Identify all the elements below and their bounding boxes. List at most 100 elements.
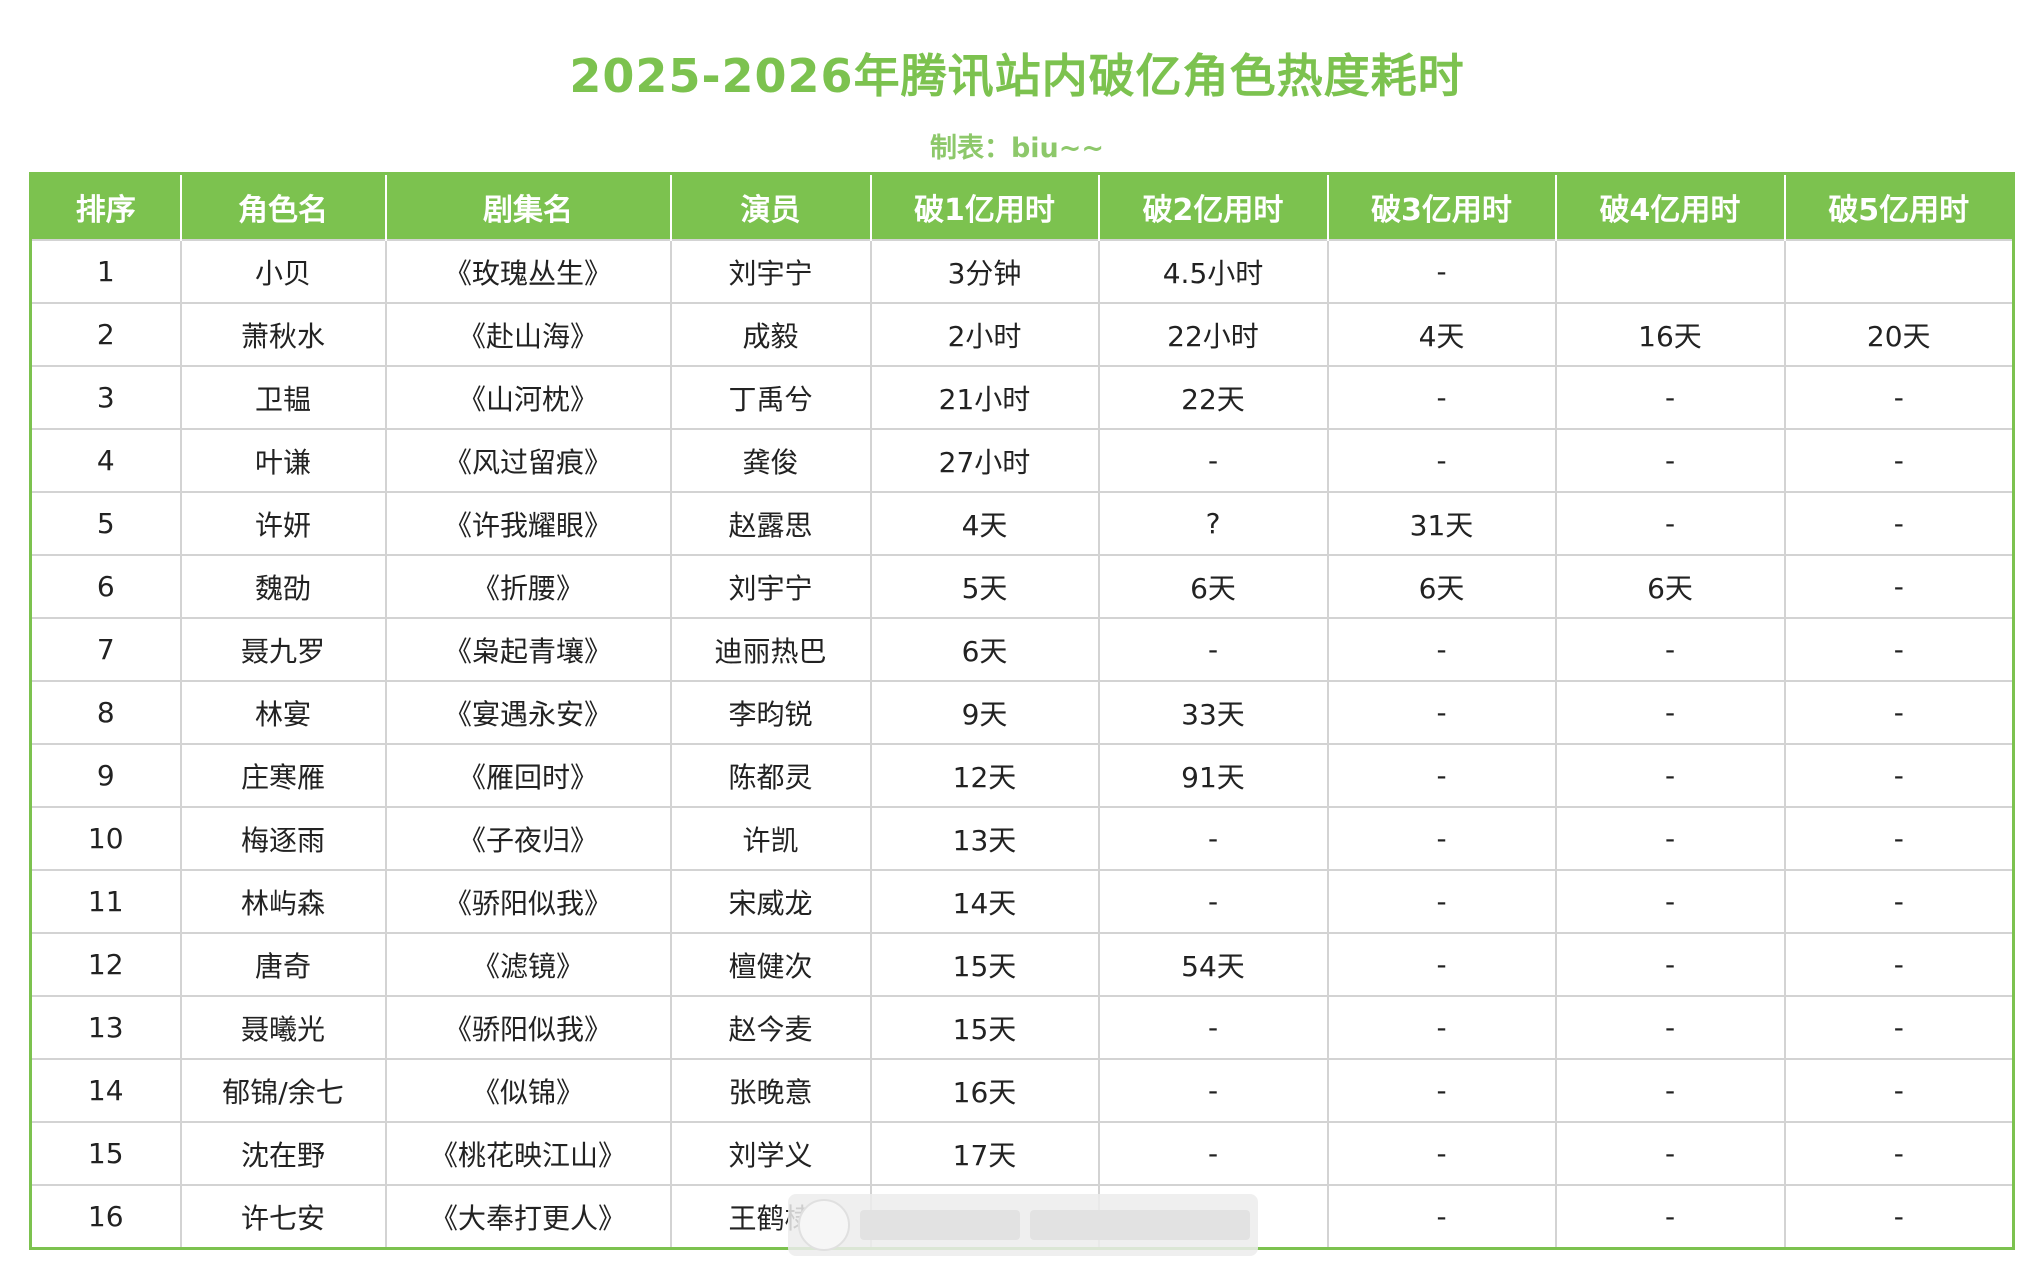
cell-drama: 《山河枕》 <box>384 365 672 430</box>
table-row: 7 聂九罗 《枭起青壤》 迪丽热巴 6天 - - - - <box>29 617 2015 682</box>
cell-actor: 刘宇宁 <box>669 554 872 619</box>
column-header-400m: 破4亿用时 <box>1554 173 1786 240</box>
cell-500m: - <box>1783 1184 2015 1249</box>
cell-200m: 4.5小时 <box>1097 239 1329 304</box>
cell-100m: 3分钟 <box>869 239 1100 304</box>
cell-400m <box>1554 239 1786 304</box>
cell-500m: - <box>1783 995 2015 1060</box>
cell-400m: - <box>1554 365 1786 430</box>
cell-rank: 3 <box>29 365 182 430</box>
table-row: 13 聂曦光 《骄阳似我》 赵今麦 15天 - - - - <box>29 995 2015 1060</box>
cell-drama: 《大奉打更人》 <box>384 1184 672 1249</box>
cell-100m: 15天 <box>869 932 1100 997</box>
cell-drama: 《赴山海》 <box>384 302 672 367</box>
cell-200m: - <box>1097 617 1329 682</box>
cell-role: 许妍 <box>179 491 387 556</box>
cell-200m: - <box>1097 806 1329 871</box>
cell-role: 聂九罗 <box>179 617 387 682</box>
cell-rank: 11 <box>29 869 182 934</box>
cell-300m: - <box>1326 869 1557 934</box>
table-row: 1 小贝 《玫瑰丛生》 刘宇宁 3分钟 4.5小时 - <box>29 239 2015 304</box>
cell-role: 唐奇 <box>179 932 387 997</box>
cell-300m: 4天 <box>1326 302 1557 367</box>
cell-actor: 宋威龙 <box>669 869 872 934</box>
cell-200m: 91天 <box>1097 743 1329 808</box>
watermark-bar <box>860 1210 1020 1240</box>
cell-role: 林宴 <box>179 680 387 745</box>
cell-200m: 54天 <box>1097 932 1329 997</box>
cell-300m: - <box>1326 617 1557 682</box>
cell-100m: 15天 <box>869 995 1100 1060</box>
cell-role: 小贝 <box>179 239 387 304</box>
cell-rank: 1 <box>29 239 182 304</box>
cell-actor: 陈都灵 <box>669 743 872 808</box>
table-row: 10 梅逐雨 《子夜归》 许凯 13天 - - - - <box>29 806 2015 871</box>
cell-rank: 14 <box>29 1058 182 1123</box>
cell-actor: 丁禹兮 <box>669 365 872 430</box>
cell-actor: 刘学义 <box>669 1121 872 1186</box>
cell-200m: - <box>1097 1058 1329 1123</box>
cell-rank: 10 <box>29 806 182 871</box>
cell-100m: 13天 <box>869 806 1100 871</box>
cell-drama: 《子夜归》 <box>384 806 672 871</box>
cell-100m: 9天 <box>869 680 1100 745</box>
cell-role: 梅逐雨 <box>179 806 387 871</box>
cell-300m: - <box>1326 365 1557 430</box>
cell-200m: - <box>1097 1121 1329 1186</box>
column-header-100m: 破1亿用时 <box>869 173 1100 240</box>
cell-300m: - <box>1326 743 1557 808</box>
cell-rank: 4 <box>29 428 182 493</box>
cell-500m: - <box>1783 932 2015 997</box>
table-row: 11 林屿森 《骄阳似我》 宋威龙 14天 - - - - <box>29 869 2015 934</box>
cell-400m: - <box>1554 491 1786 556</box>
cell-role: 叶谦 <box>179 428 387 493</box>
cell-300m: - <box>1326 680 1557 745</box>
column-header-rank: 排序 <box>30 173 182 240</box>
cell-drama: 《许我耀眼》 <box>384 491 672 556</box>
cell-drama: 《雁回时》 <box>384 743 672 808</box>
cell-500m: - <box>1783 1121 2015 1186</box>
cell-400m: - <box>1554 869 1786 934</box>
cell-300m: - <box>1326 1058 1557 1123</box>
column-header-200m: 破2亿用时 <box>1097 173 1329 240</box>
cell-actor: 李昀锐 <box>669 680 872 745</box>
cell-500m: - <box>1783 365 2015 430</box>
cell-actor: 赵今麦 <box>669 995 872 1060</box>
cell-300m: - <box>1326 239 1557 304</box>
cell-200m: 6天 <box>1097 554 1329 619</box>
cell-500m: - <box>1783 743 2015 808</box>
cell-rank: 15 <box>29 1121 182 1186</box>
cell-rank: 7 <box>29 617 182 682</box>
table-row: 14 郁锦/余七 《似锦》 张晚意 16天 - - - - <box>29 1058 2015 1123</box>
cell-100m: 6天 <box>869 617 1100 682</box>
cell-rank: 5 <box>29 491 182 556</box>
cell-drama: 《骄阳似我》 <box>384 995 672 1060</box>
cell-500m: - <box>1783 617 2015 682</box>
cell-actor: 刘宇宁 <box>669 239 872 304</box>
cell-300m: - <box>1326 806 1557 871</box>
cell-500m <box>1783 239 2015 304</box>
cell-100m: 14天 <box>869 869 1100 934</box>
cell-role: 许七安 <box>179 1184 387 1249</box>
cell-rank: 8 <box>29 680 182 745</box>
cell-actor: 许凯 <box>669 806 872 871</box>
cell-500m: - <box>1783 491 2015 556</box>
cell-drama: 《桃花映江山》 <box>384 1121 672 1186</box>
cell-100m: 5天 <box>869 554 1100 619</box>
table-row: 4 叶谦 《风过留痕》 龚俊 27小时 - - - - <box>29 428 2015 493</box>
cell-500m: - <box>1783 806 2015 871</box>
cell-300m: - <box>1326 1184 1557 1249</box>
cell-rank: 13 <box>29 995 182 1060</box>
cell-100m: 21小时 <box>869 365 1100 430</box>
cell-400m: - <box>1554 617 1786 682</box>
cell-400m: - <box>1554 1184 1786 1249</box>
cell-actor: 张晚意 <box>669 1058 872 1123</box>
cell-500m: - <box>1783 554 2015 619</box>
cell-500m: - <box>1783 1058 2015 1123</box>
cell-100m: 17天 <box>869 1121 1100 1186</box>
column-header-role: 角色名 <box>179 173 387 240</box>
table-row: 3 卫韫 《山河枕》 丁禹兮 21小时 22天 - - - <box>29 365 2015 430</box>
cell-role: 卫韫 <box>179 365 387 430</box>
cell-actor: 成毅 <box>669 302 872 367</box>
cell-300m: 31天 <box>1326 491 1557 556</box>
